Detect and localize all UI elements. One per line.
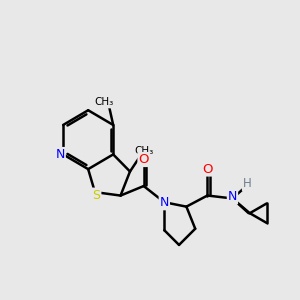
Text: N: N [160,196,169,209]
Text: CH₃: CH₃ [95,98,114,107]
Text: H: H [243,177,251,190]
Text: S: S [92,189,101,202]
Text: N: N [56,148,65,161]
Text: CH₃: CH₃ [134,146,153,156]
Text: O: O [138,153,149,166]
Text: O: O [202,163,213,176]
Text: N: N [228,190,237,203]
